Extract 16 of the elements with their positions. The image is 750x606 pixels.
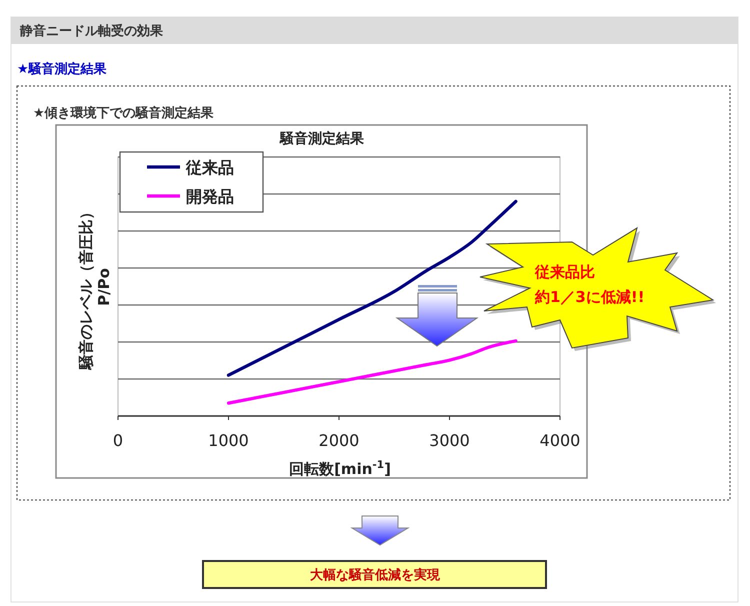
text: 大幅な騒音低減を実現 <box>310 567 441 583</box>
x-tick-label: 1000 <box>208 431 249 450</box>
x-tick-label: 4000 <box>540 431 580 450</box>
x-tick-label: 2000 <box>318 431 360 450</box>
x-axis-title: 回転数[min$^{-1}$] <box>289 459 391 478</box>
y-axis-title: 騒音のレベル（音圧比） P/Po <box>77 204 113 370</box>
x-tick-label: 0 <box>112 431 124 450</box>
annotation: 約1／3に低減!! <box>534 288 645 306</box>
text: 静音ニードル軸受の効果 <box>19 23 164 39</box>
legend-label: 従来品 <box>185 158 234 177</box>
x-tick-label: 3000 <box>429 431 470 450</box>
text: ★騒音測定結果 <box>17 61 108 77</box>
chart-subtitle: ★傾き環境下での騒音測定結果 <box>33 105 215 121</box>
legend-label: 開発品 <box>186 187 234 206</box>
annotation: 従来品比 <box>534 263 595 281</box>
chart-title: 騒音測定結果 <box>279 130 365 147</box>
